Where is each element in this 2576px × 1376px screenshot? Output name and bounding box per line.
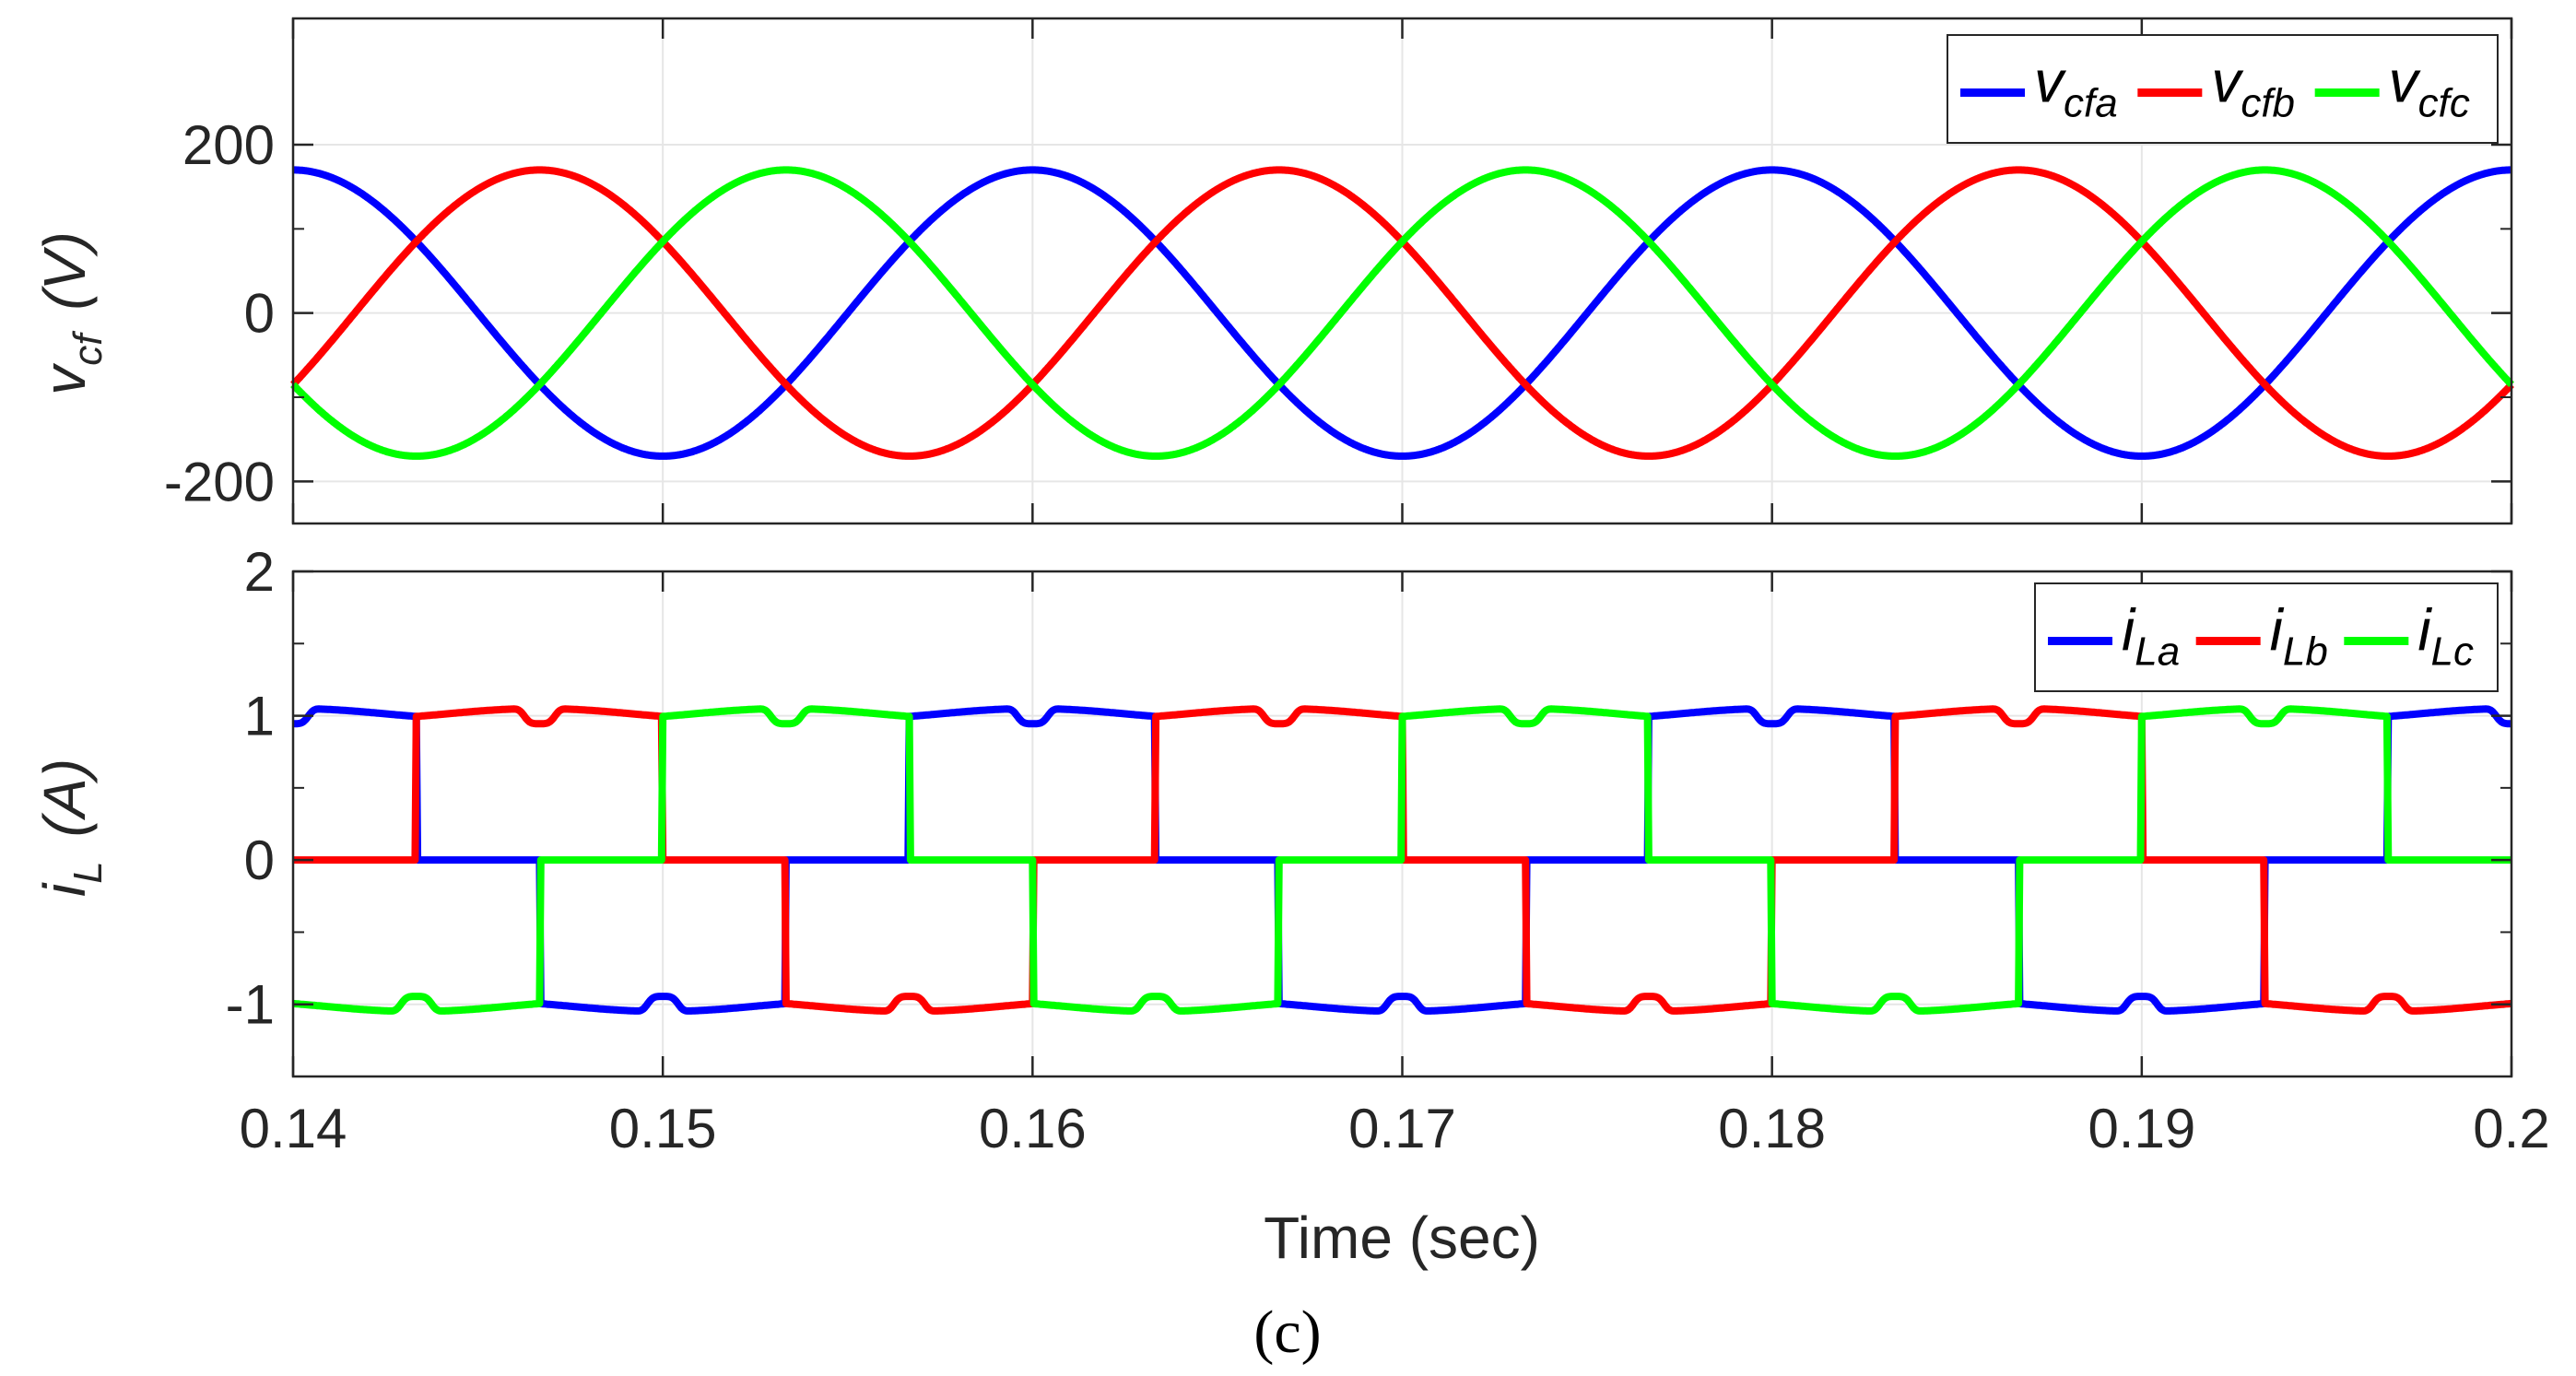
x-axis-label: Time (sec) [1264, 1205, 1540, 1271]
x-tick-label: 0.19 [2088, 1098, 2195, 1159]
series-line-i-la [290, 705, 2514, 1015]
x-tick-label: 0.18 [1718, 1098, 1826, 1159]
legend-label-i-lc: iLc [2417, 597, 2474, 675]
x-tick-label: 0.16 [979, 1098, 1087, 1159]
x-tick-label: 0.14 [240, 1098, 347, 1159]
voltage-series-lines [290, 166, 2514, 460]
y-tick-label: 0 [244, 283, 275, 345]
voltage-legend-box [1947, 34, 2499, 144]
voltage-y-axis-symbol: v [31, 362, 98, 395]
current-legend: iLa iLb iLc [2034, 582, 2499, 692]
current-y-axis-unit: (A) [31, 759, 98, 837]
voltage-ticks: -200 0 200 [164, 18, 2513, 523]
y-tick-label: 0 [244, 829, 275, 891]
voltage-panel: -200 0 200 vcf (V) vcfa vcfb vcfc [31, 17, 2514, 525]
series-line-v-cfc [290, 166, 2514, 460]
series-line-v-cfa [290, 166, 2514, 460]
y-tick-label: -1 [226, 974, 275, 1036]
voltage-legend: vcfa vcfb vcfc [1947, 34, 2499, 144]
y-tick-label: 200 [182, 114, 275, 176]
x-tick-label: 0.15 [609, 1098, 717, 1159]
current-y-axis-label: iL (A) [31, 759, 111, 897]
x-axis-tick-labels: 0.14 0.15 0.16 0.17 0.18 0.19 0.2 [240, 1098, 2550, 1159]
voltage-y-axis-subscript: cf [65, 330, 111, 366]
legend-label-v-cfb: vcfb [2211, 49, 2295, 126]
current-y-axis-subscript: L [65, 861, 111, 883]
figure-caption: (c) [1253, 1299, 1321, 1366]
current-series-lines [290, 705, 2514, 1015]
current-ticks: -1 0 1 2 [226, 541, 2513, 1076]
legend-label-v-cfa: vcfa [2034, 49, 2118, 126]
voltage-y-axis-unit: (V) [31, 231, 98, 310]
legend-label-i-lb: iLb [2270, 597, 2328, 675]
voltage-y-axis-label: vcf (V) [31, 231, 111, 395]
series-line-i-lc [290, 705, 2514, 1015]
current-y-axis-symbol: i [31, 882, 98, 897]
x-tick-label: 0.17 [1348, 1098, 1456, 1159]
y-tick-label: 1 [244, 686, 275, 747]
y-tick-label: 2 [244, 541, 275, 603]
x-tick-label: 0.2 [2473, 1098, 2549, 1159]
y-tick-label: -200 [164, 451, 275, 512]
legend-label-i-la: iLa [2122, 597, 2180, 675]
voltage-gridlines [292, 18, 2512, 523]
legend-label-v-cfc: vcfc [2389, 49, 2470, 126]
current-panel: -1 0 1 2 iL (A) iLa iLb iLc [31, 541, 2514, 1078]
